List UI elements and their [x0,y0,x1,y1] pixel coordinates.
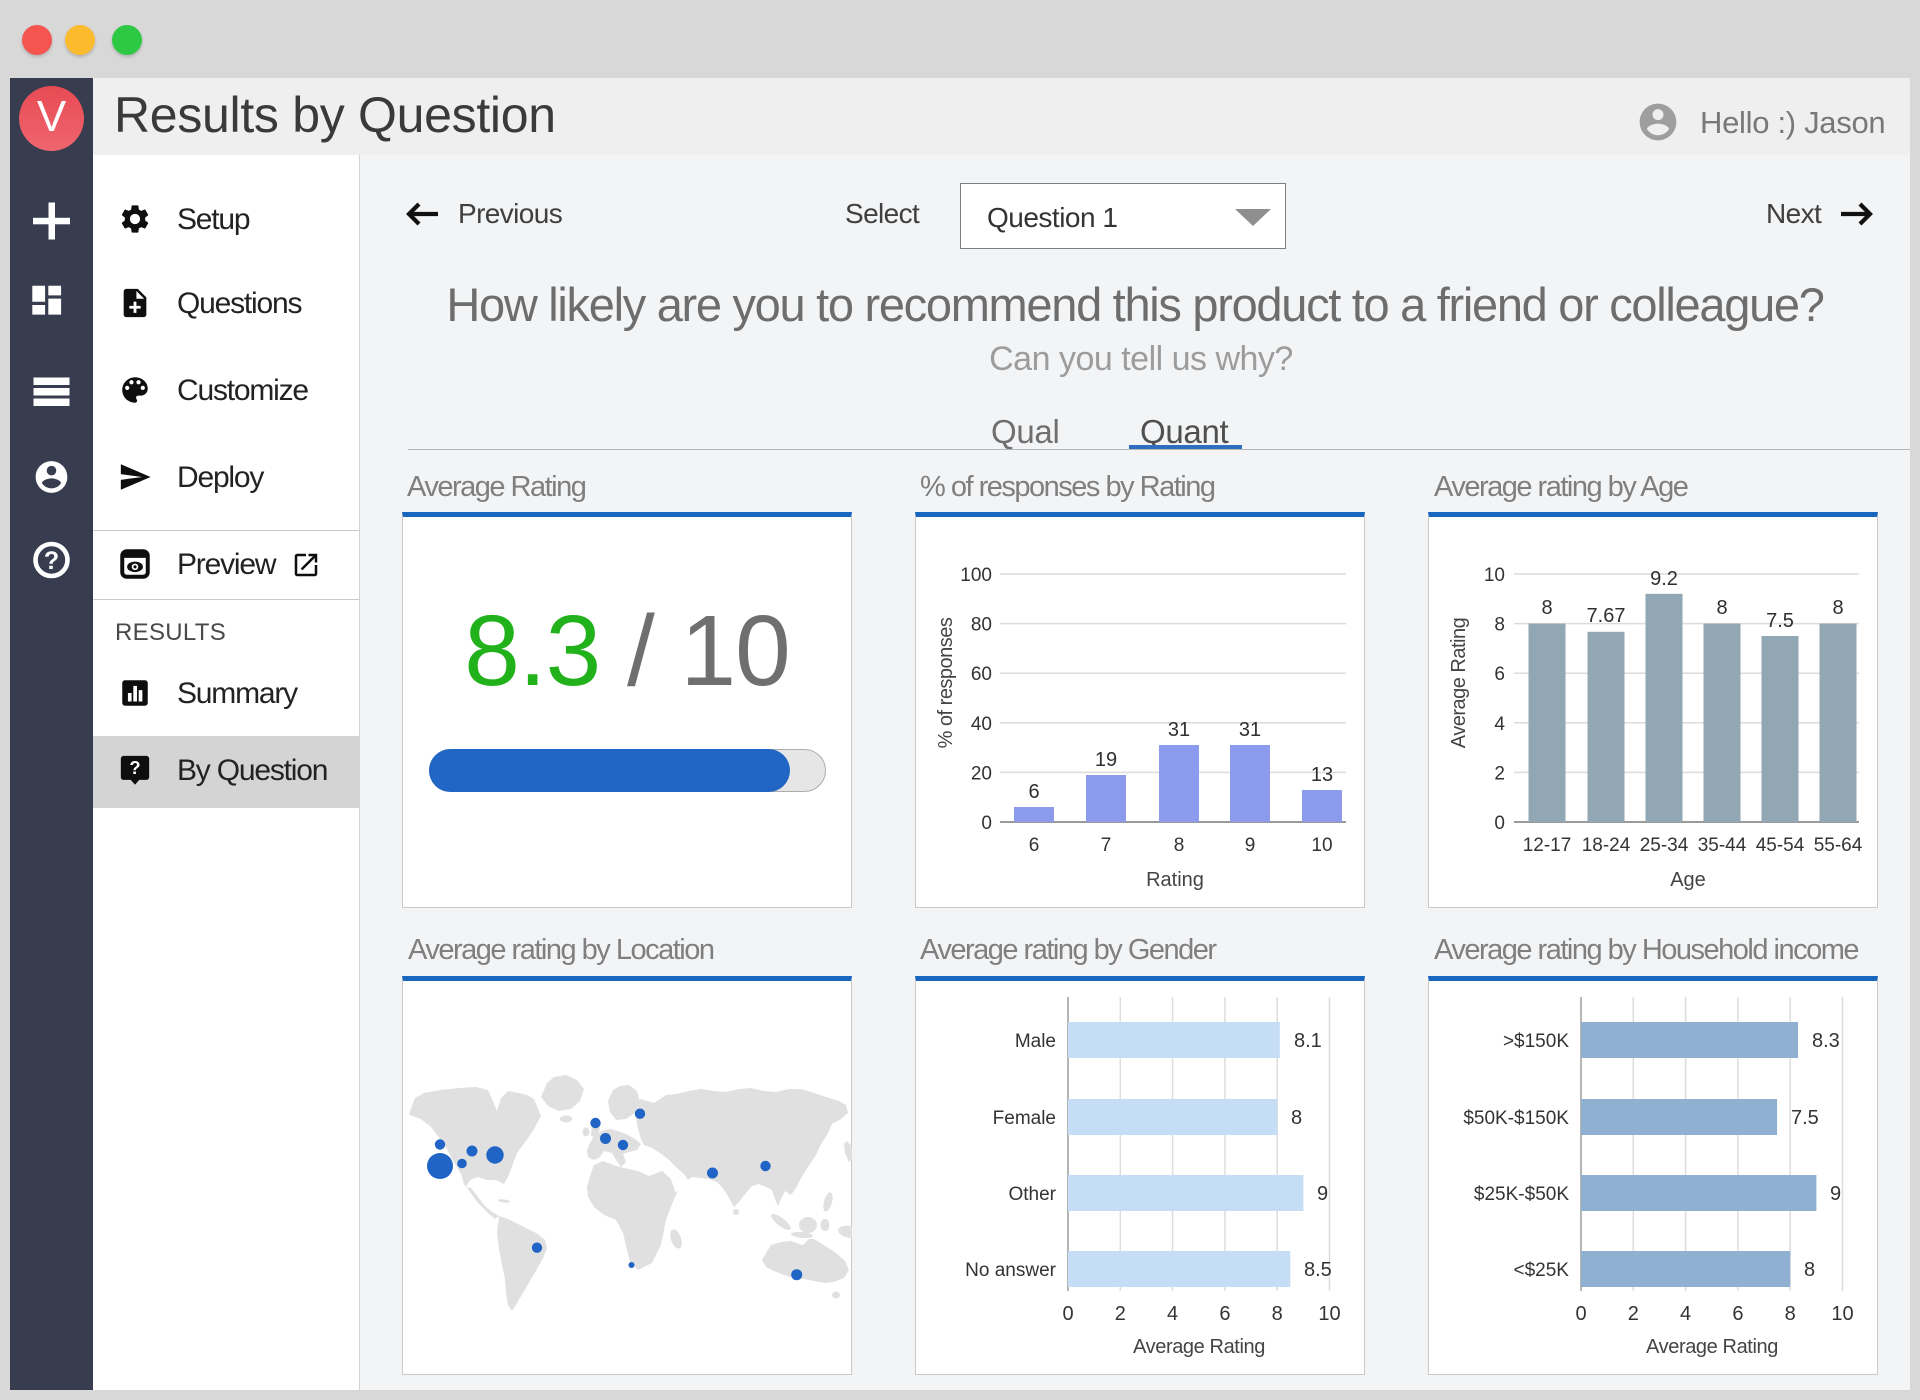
svg-text:8: 8 [1804,1259,1815,1281]
svg-text:8.3: 8.3 [1812,1030,1840,1052]
svg-text:0: 0 [981,813,992,834]
svg-text:10: 10 [1311,835,1332,856]
svg-text:8: 8 [1494,615,1505,636]
svg-text:8: 8 [1785,1303,1796,1325]
svg-text:31: 31 [1239,719,1261,741]
svg-text:8: 8 [1832,597,1843,619]
svg-text:0: 0 [1494,813,1505,834]
svg-text:8: 8 [1716,597,1727,619]
svg-text:7.5: 7.5 [1766,610,1794,632]
svg-text:0: 0 [1062,1303,1073,1325]
svg-text:8: 8 [1174,835,1185,856]
svg-text:20: 20 [971,763,992,784]
svg-text:40: 40 [971,714,992,735]
svg-text:0: 0 [1575,1303,1586,1325]
svg-text:100: 100 [960,565,992,586]
svg-text:6: 6 [1219,1303,1230,1325]
svg-text:6: 6 [1494,664,1505,685]
svg-text:7.67: 7.67 [1587,605,1626,627]
svg-text:6: 6 [1732,1303,1743,1325]
svg-text:<$25K: <$25K [1514,1260,1570,1281]
svg-text:Other: Other [1008,1184,1056,1205]
svg-text:10: 10 [1484,565,1505,586]
svg-text:8.1: 8.1 [1294,1030,1322,1052]
svg-text:2: 2 [1628,1303,1639,1325]
svg-text:$25K-$50K: $25K-$50K [1474,1184,1569,1205]
svg-text:19: 19 [1095,749,1117,771]
svg-text:35-44: 35-44 [1698,835,1747,856]
svg-text:Male: Male [1015,1031,1056,1052]
svg-text:31: 31 [1168,719,1190,741]
svg-text:9: 9 [1830,1183,1841,1205]
svg-text:% of responses: % of responses [935,617,957,748]
svg-text:4: 4 [1680,1303,1691,1325]
svg-text:>$150K: >$150K [1503,1031,1569,1052]
svg-text:55-64: 55-64 [1814,835,1863,856]
svg-text:7: 7 [1101,835,1112,856]
svg-text:Rating: Rating [1146,869,1204,891]
svg-text:4: 4 [1167,1303,1178,1325]
svg-text:9: 9 [1245,835,1256,856]
svg-text:8: 8 [1272,1303,1283,1325]
svg-text:2: 2 [1494,763,1505,784]
svg-text:Average Rating: Average Rating [1646,1336,1778,1358]
svg-text:60: 60 [971,664,992,685]
svg-text:7.5: 7.5 [1791,1107,1819,1129]
svg-text:8: 8 [1541,597,1552,619]
svg-text:9: 9 [1317,1183,1328,1205]
svg-text:Average Rating: Average Rating [1448,618,1470,749]
svg-text:10: 10 [1831,1303,1853,1325]
svg-text:$50K-$150K: $50K-$150K [1463,1108,1569,1129]
svg-text:No answer: No answer [965,1260,1056,1281]
svg-text:10: 10 [1318,1303,1340,1325]
svg-text:6: 6 [1029,835,1040,856]
svg-text:4: 4 [1494,714,1505,735]
svg-text:25-34: 25-34 [1640,835,1689,856]
svg-text:?: ? [129,757,140,778]
svg-text:45-54: 45-54 [1756,835,1805,856]
svg-text:Female: Female [993,1108,1056,1129]
svg-text:13: 13 [1311,764,1333,786]
svg-text:2: 2 [1115,1303,1126,1325]
svg-text:80: 80 [971,615,992,636]
svg-text:Average Rating: Average Rating [1133,1336,1265,1358]
svg-text:6: 6 [1028,781,1039,803]
svg-text:Age: Age [1670,869,1706,891]
svg-text:12-17: 12-17 [1523,835,1572,856]
svg-text:?: ? [44,547,59,575]
svg-text:8.5: 8.5 [1304,1259,1332,1281]
svg-text:18-24: 18-24 [1582,835,1631,856]
svg-text:9.2: 9.2 [1650,568,1678,590]
svg-text:8: 8 [1291,1107,1302,1129]
